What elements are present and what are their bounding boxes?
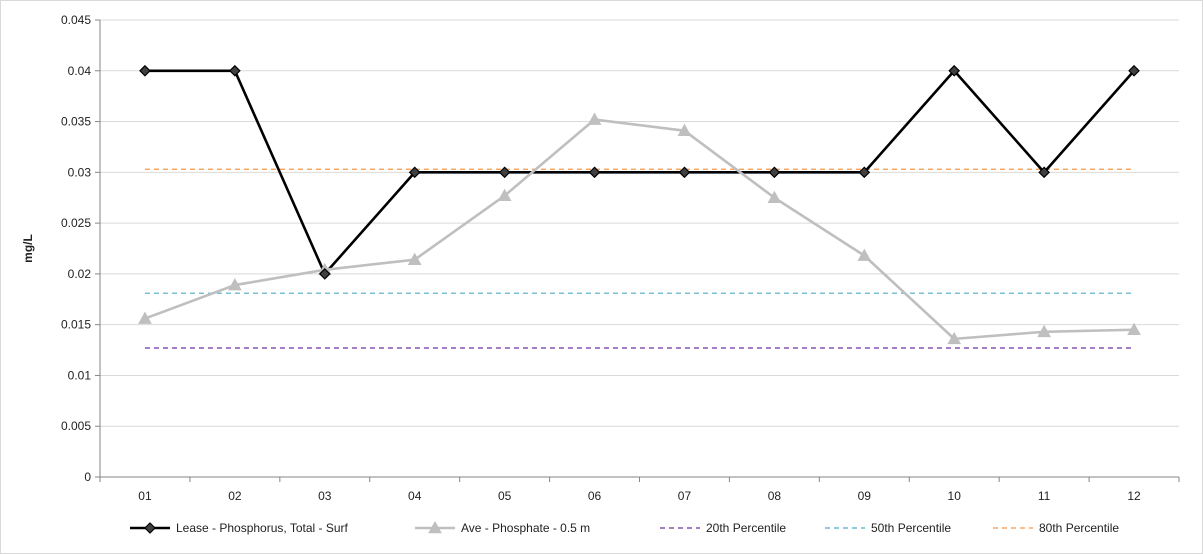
legend-label-5: 80th Percentile [1039,521,1119,535]
legend-marker-2 [428,520,442,534]
x-tick-label: 04 [408,489,422,503]
y-tick-label: 0.045 [61,13,91,27]
series-lines [144,69,1136,349]
data-point [139,64,151,77]
x-tick-label: 03 [318,489,332,503]
data-point [1037,324,1051,338]
data-point [948,64,961,77]
series-line-2 [144,118,1135,341]
x-tick-label: 08 [768,489,782,503]
data-point [1128,64,1140,77]
series-line-1 [144,69,1136,276]
x-axis-tick-labels: 01 02 03 04 05 06 07 08 09 10 11 12 [138,489,1141,503]
y-axis-tick-labels: 0 0.005 0.01 0.015 0.02 0.025 0.03 0.035 0.04 0.0… [61,13,91,484]
y-tick-label: 0 [84,470,91,484]
x-tick-label: 06 [588,489,602,503]
legend-label-3: 20th Percentile [706,521,786,535]
legend-marker-1 [144,522,156,534]
y-tick-label: 0.04 [68,64,92,78]
y-tick-label: 0.02 [68,267,92,281]
data-point [768,166,781,179]
data-point [1127,322,1141,336]
data-point [497,188,512,201]
legend-label-1: Lease - Phosphorus, Total - Surf [176,521,349,535]
x-tick-label: 12 [1127,489,1141,503]
data-point [947,331,962,345]
y-axis-title: mg/L [21,234,35,263]
data-point [858,166,871,179]
data-point [318,268,331,280]
legend-label-4: 50th Percentile [871,521,951,535]
x-tick-label: 01 [138,489,152,503]
y-tick-label: 0.015 [61,318,91,332]
data-point [587,112,602,125]
y-tick-label: 0.01 [68,368,92,382]
data-point [408,166,421,179]
data-point [677,123,692,136]
y-tick-label: 0.03 [68,165,92,179]
x-tick-label: 11 [1038,489,1051,503]
data-point [138,311,152,324]
series-markers [138,64,1141,345]
x-tick-label: 09 [858,489,872,503]
x-tick-label: 10 [948,489,962,503]
legend: Lease - Phosphorus, Total - Surf Ave - Ph… [130,520,1119,535]
data-point [857,248,872,261]
data-point [678,166,691,179]
data-point [498,166,511,179]
data-point [588,166,601,179]
y-tick-label: 0.035 [61,115,91,129]
axes [95,19,1180,482]
data-point [228,278,242,291]
x-tick-label: 07 [678,489,692,503]
x-tick-label: 02 [228,489,242,503]
data-point [407,252,422,265]
x-tick-label: 05 [498,489,512,503]
y-tick-label: 0.005 [61,419,91,433]
data-point [767,190,782,204]
data-point [229,64,241,77]
y-tick-label: 0.025 [61,216,91,230]
legend-label-2: Ave - Phosphate - 0.5 m [461,521,590,535]
data-point [1038,166,1050,179]
